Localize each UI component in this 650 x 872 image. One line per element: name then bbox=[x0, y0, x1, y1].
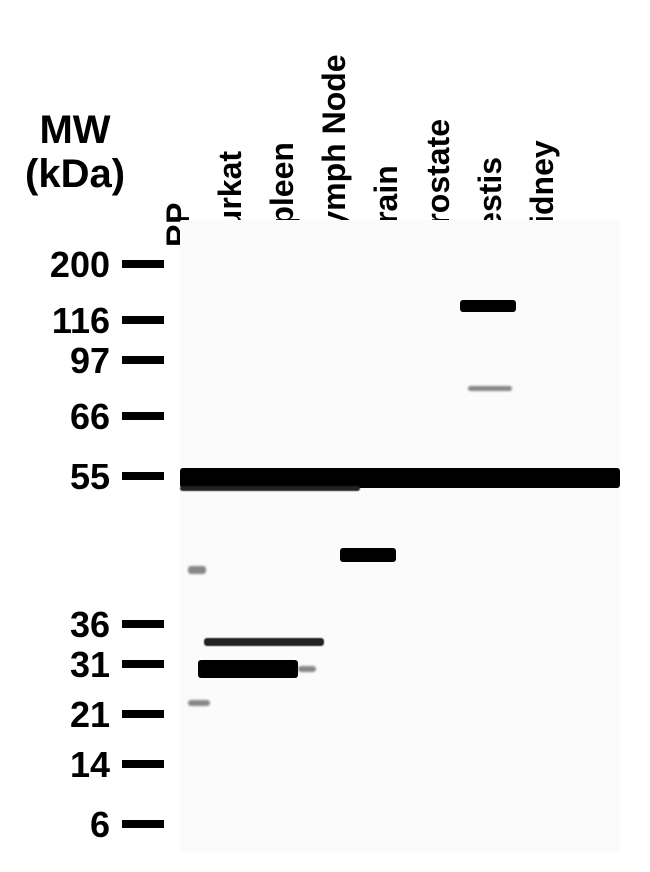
blot-figure: MW (kDa) 200116976655363121146 RPJurkatS… bbox=[0, 0, 650, 872]
mw-tick bbox=[122, 356, 164, 364]
mw-tick bbox=[122, 620, 164, 628]
band bbox=[180, 468, 620, 488]
band bbox=[298, 666, 316, 672]
mw-tick bbox=[122, 412, 164, 420]
mw-label: 66 bbox=[30, 396, 110, 438]
mw-tick bbox=[122, 472, 164, 480]
mw-label: 97 bbox=[30, 340, 110, 382]
mw-label: 36 bbox=[30, 604, 110, 646]
mw-tick bbox=[122, 820, 164, 828]
mw-label: 21 bbox=[30, 694, 110, 736]
band bbox=[188, 566, 206, 574]
band bbox=[340, 548, 396, 562]
mw-header: MW (kDa) bbox=[25, 108, 125, 196]
mw-tick bbox=[122, 660, 164, 668]
lane-label: Lymph Node bbox=[316, 54, 353, 247]
band bbox=[198, 660, 298, 678]
mw-header-line1: MW bbox=[25, 108, 125, 152]
band bbox=[468, 386, 512, 391]
mw-label: 14 bbox=[30, 744, 110, 786]
mw-label: 200 bbox=[30, 244, 110, 286]
band bbox=[188, 700, 210, 706]
band bbox=[204, 638, 324, 646]
band bbox=[460, 300, 516, 312]
mw-tick bbox=[122, 710, 164, 718]
mw-label: 31 bbox=[30, 644, 110, 686]
band bbox=[180, 486, 360, 491]
mw-tick bbox=[122, 316, 164, 324]
mw-label: 6 bbox=[30, 804, 110, 846]
mw-tick bbox=[122, 260, 164, 268]
mw-header-line2: (kDa) bbox=[25, 152, 125, 196]
mw-label: 116 bbox=[30, 300, 110, 342]
mw-label: 55 bbox=[30, 456, 110, 498]
mw-tick bbox=[122, 760, 164, 768]
blot-membrane bbox=[180, 220, 620, 852]
